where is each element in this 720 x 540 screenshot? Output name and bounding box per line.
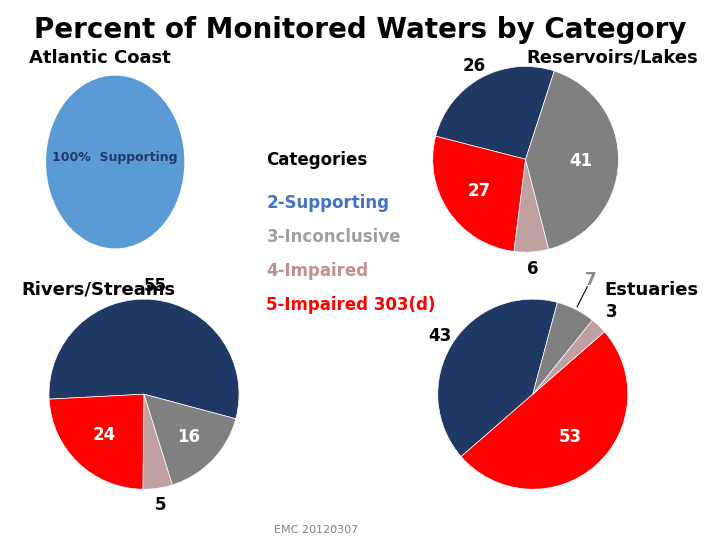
Text: 55: 55 <box>144 276 167 294</box>
Text: 3-Inconclusive: 3-Inconclusive <box>266 228 401 246</box>
Wedge shape <box>46 76 184 248</box>
Wedge shape <box>514 159 549 252</box>
Text: 24: 24 <box>93 427 116 444</box>
Text: 100%  Supporting: 100% Supporting <box>53 151 178 164</box>
Text: Reservoirs/Lakes: Reservoirs/Lakes <box>526 49 698 66</box>
Text: 26: 26 <box>462 57 486 75</box>
Text: 5: 5 <box>155 496 166 514</box>
Wedge shape <box>49 394 144 489</box>
Wedge shape <box>526 71 618 249</box>
Wedge shape <box>461 332 628 489</box>
Wedge shape <box>144 394 236 485</box>
Wedge shape <box>436 66 554 159</box>
Text: Estuaries: Estuaries <box>604 281 698 299</box>
Text: 27: 27 <box>468 181 491 200</box>
Text: 3: 3 <box>606 303 618 321</box>
Text: Atlantic Coast: Atlantic Coast <box>29 49 171 66</box>
Wedge shape <box>49 299 239 419</box>
Text: 2-Supporting: 2-Supporting <box>266 194 390 212</box>
Text: 7: 7 <box>585 271 597 289</box>
Wedge shape <box>533 302 593 394</box>
Text: Rivers/Streams: Rivers/Streams <box>22 281 176 299</box>
Wedge shape <box>433 136 526 252</box>
Text: Categories: Categories <box>266 151 368 169</box>
Text: EMC 20120307: EMC 20120307 <box>274 524 358 535</box>
Wedge shape <box>533 320 605 394</box>
Text: 41: 41 <box>570 152 593 170</box>
Wedge shape <box>438 299 557 457</box>
Text: 5-Impaired 303(d): 5-Impaired 303(d) <box>266 296 436 314</box>
Text: 53: 53 <box>559 428 582 446</box>
Wedge shape <box>143 394 172 489</box>
Text: 4-Impaired: 4-Impaired <box>266 262 369 280</box>
Text: 6: 6 <box>527 260 539 278</box>
Text: 16: 16 <box>177 428 200 446</box>
Text: Percent of Monitored Waters by Category: Percent of Monitored Waters by Category <box>34 16 686 44</box>
Text: 43: 43 <box>428 327 451 345</box>
